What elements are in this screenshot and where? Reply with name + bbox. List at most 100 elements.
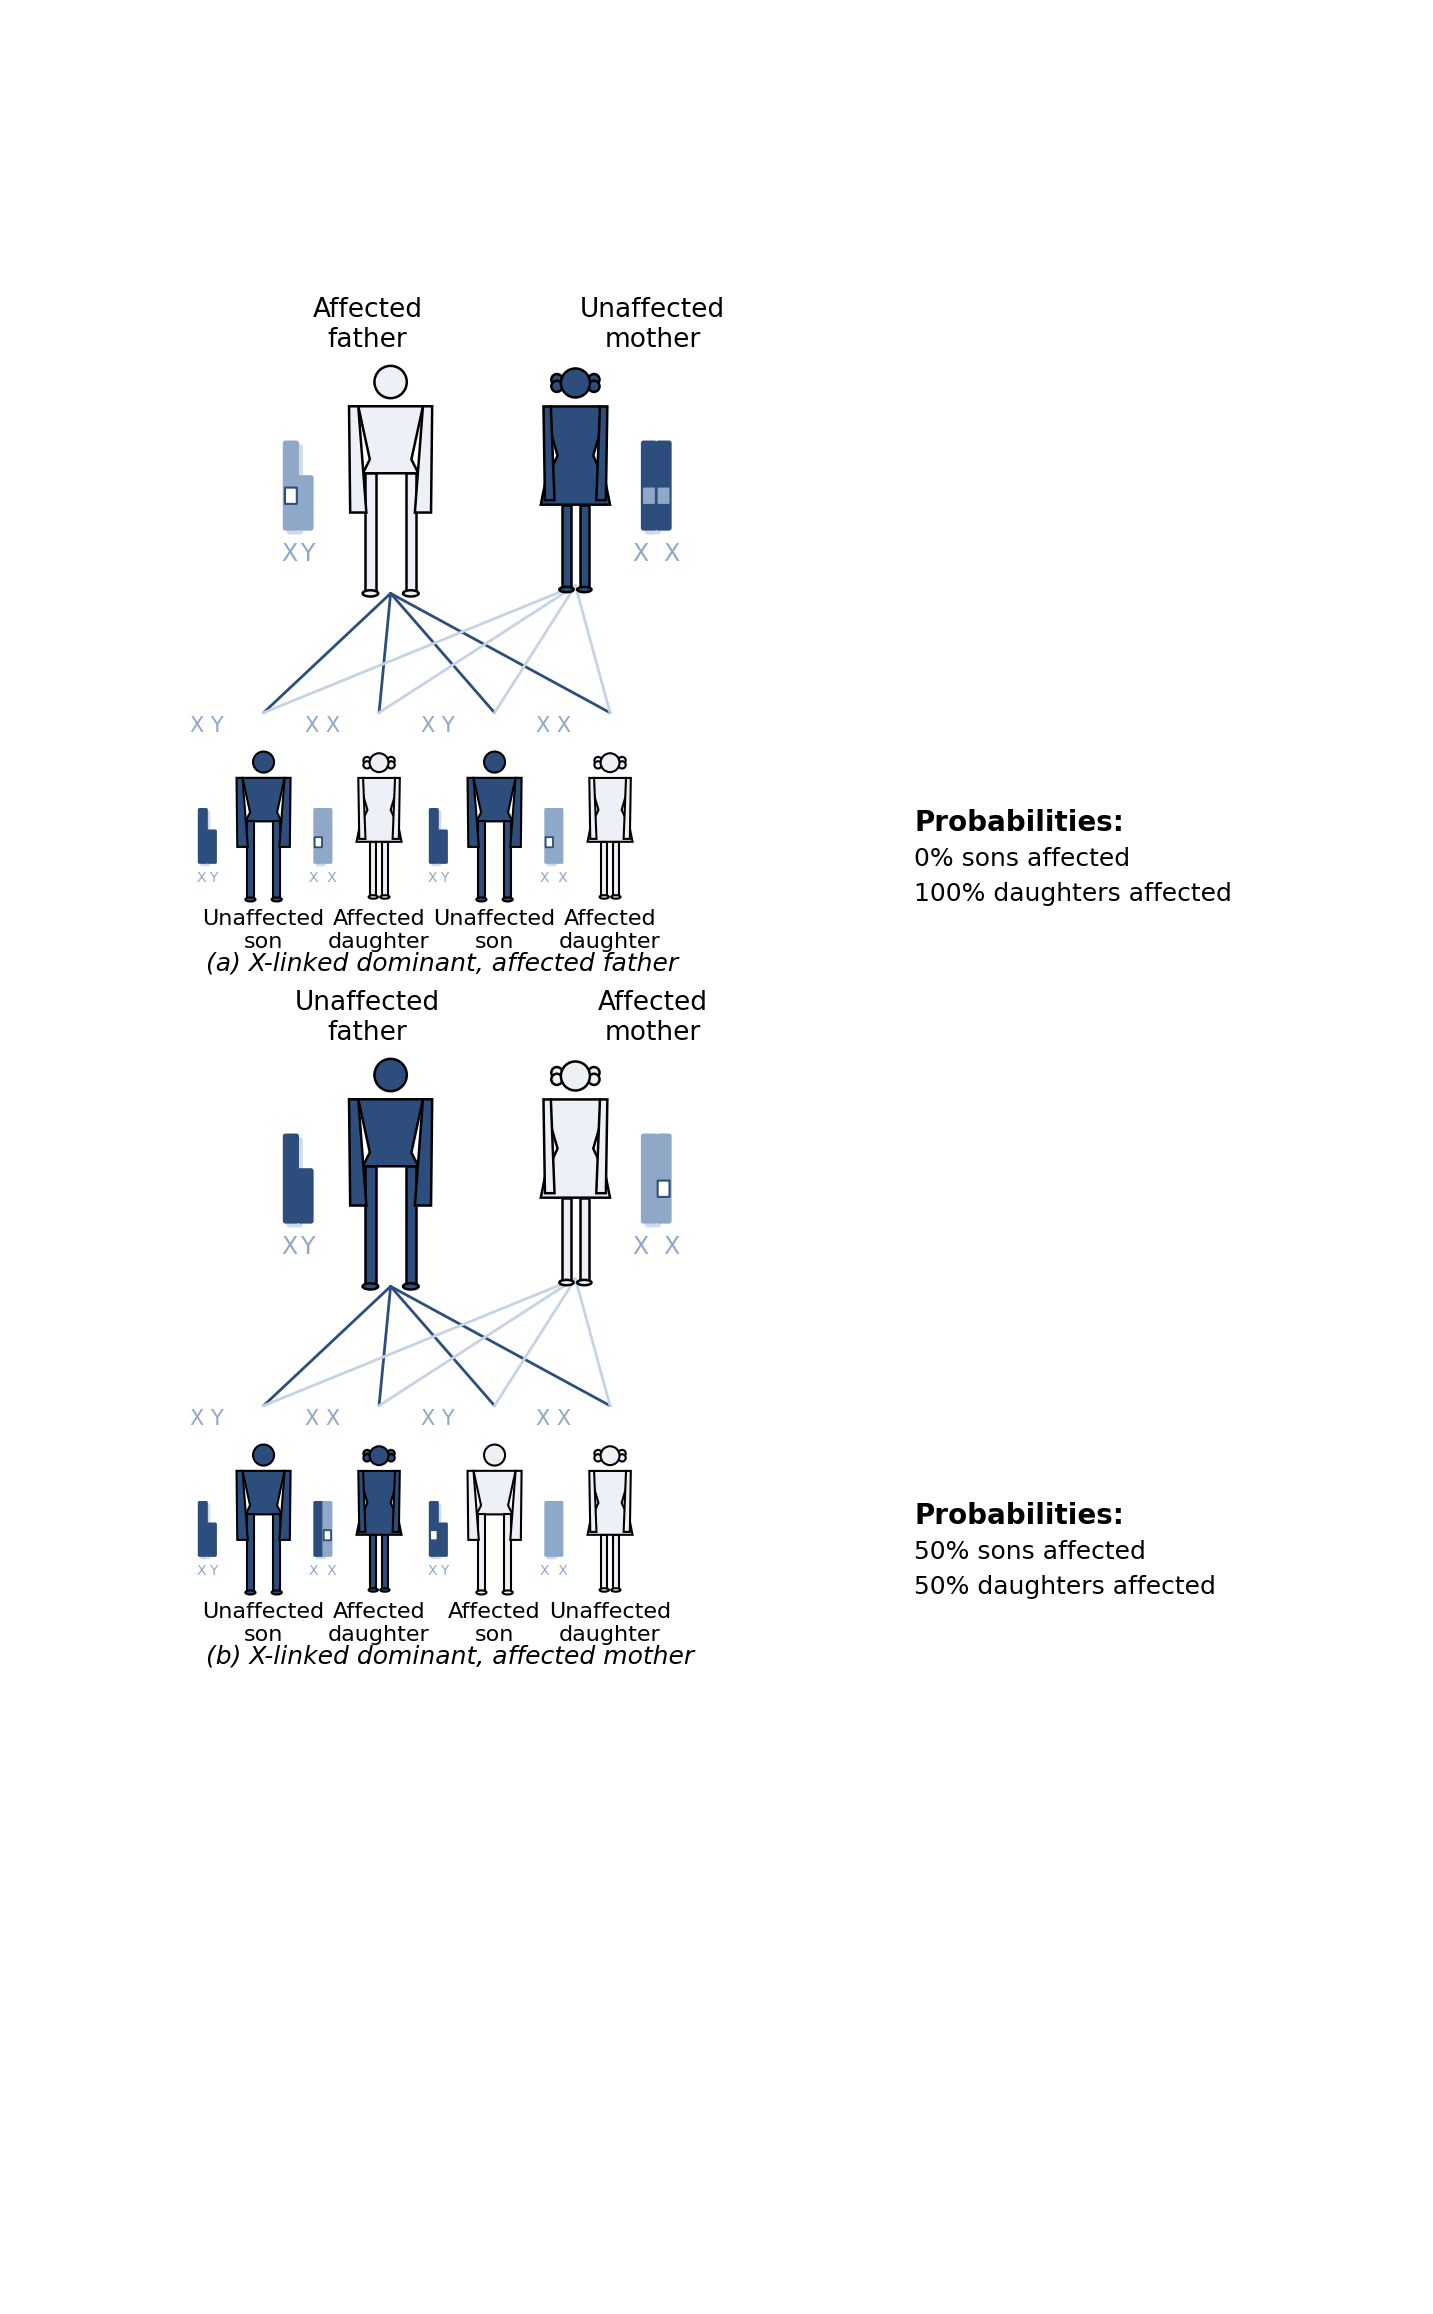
Circle shape [619, 1451, 626, 1458]
Ellipse shape [476, 1590, 486, 1594]
Polygon shape [473, 1472, 516, 1513]
Circle shape [619, 1453, 626, 1462]
Text: X Y: X Y [191, 715, 224, 736]
FancyBboxPatch shape [298, 1169, 314, 1224]
FancyBboxPatch shape [641, 440, 656, 530]
Circle shape [364, 1451, 371, 1458]
FancyBboxPatch shape [545, 1502, 555, 1557]
Text: X  X: X X [540, 870, 567, 884]
Circle shape [364, 757, 371, 764]
Text: Unaffected
son: Unaffected son [202, 1601, 325, 1645]
Ellipse shape [245, 898, 255, 902]
Circle shape [387, 1453, 394, 1462]
FancyBboxPatch shape [430, 1530, 437, 1541]
FancyBboxPatch shape [314, 1502, 324, 1557]
Ellipse shape [612, 896, 620, 898]
Polygon shape [623, 1472, 631, 1532]
Polygon shape [467, 1472, 479, 1539]
Circle shape [552, 1067, 563, 1078]
Polygon shape [543, 1099, 555, 1194]
Polygon shape [580, 504, 589, 590]
Circle shape [619, 757, 626, 764]
Text: X Y: X Y [191, 1409, 224, 1428]
FancyBboxPatch shape [431, 1504, 441, 1560]
Polygon shape [596, 407, 608, 500]
Text: Y: Y [209, 1564, 218, 1578]
Ellipse shape [503, 898, 513, 902]
Text: X  X: X X [540, 1564, 567, 1578]
Circle shape [600, 754, 619, 773]
Text: Unaffected
daughter: Unaffected daughter [549, 1601, 671, 1645]
Polygon shape [358, 1472, 365, 1532]
Polygon shape [393, 778, 400, 840]
Polygon shape [350, 1099, 367, 1206]
Polygon shape [358, 1099, 423, 1166]
Text: Affected
son: Affected son [449, 1601, 540, 1645]
Text: Probabilities:: Probabilities: [914, 810, 1123, 838]
Text: X Y: X Y [421, 715, 456, 736]
Circle shape [595, 757, 602, 764]
Circle shape [374, 1060, 407, 1092]
FancyBboxPatch shape [546, 838, 553, 847]
Circle shape [370, 754, 388, 773]
Polygon shape [365, 474, 375, 592]
Circle shape [552, 382, 563, 391]
Text: 50% sons affected: 50% sons affected [914, 1541, 1146, 1564]
Text: X: X [196, 870, 206, 884]
Polygon shape [479, 821, 484, 900]
Text: Y: Y [440, 1564, 449, 1578]
FancyBboxPatch shape [298, 474, 314, 530]
FancyBboxPatch shape [206, 1523, 216, 1557]
Circle shape [374, 366, 407, 398]
Text: Affected
mother: Affected mother [598, 990, 708, 1046]
Polygon shape [504, 821, 512, 900]
Polygon shape [406, 474, 416, 592]
Polygon shape [580, 1199, 589, 1282]
Circle shape [560, 368, 590, 398]
Polygon shape [383, 842, 388, 898]
Circle shape [254, 752, 274, 773]
FancyBboxPatch shape [314, 808, 324, 863]
FancyBboxPatch shape [655, 1134, 672, 1224]
Text: X Y: X Y [421, 1409, 456, 1428]
Circle shape [387, 761, 394, 768]
Text: (b) X-linked dominant, affected mother: (b) X-linked dominant, affected mother [206, 1645, 694, 1668]
Circle shape [589, 1067, 599, 1078]
Text: X  X: X X [632, 541, 679, 567]
Polygon shape [596, 1099, 608, 1194]
Ellipse shape [577, 588, 592, 592]
Polygon shape [358, 407, 423, 474]
Text: X  X: X X [632, 1236, 679, 1259]
Ellipse shape [559, 588, 573, 592]
Circle shape [484, 1444, 504, 1465]
Polygon shape [623, 778, 631, 840]
FancyBboxPatch shape [643, 488, 655, 504]
Polygon shape [279, 778, 291, 847]
Polygon shape [236, 1472, 248, 1539]
Circle shape [595, 761, 602, 768]
FancyBboxPatch shape [198, 1502, 208, 1557]
Polygon shape [246, 821, 254, 900]
Polygon shape [562, 504, 570, 590]
Polygon shape [613, 842, 619, 898]
Ellipse shape [403, 590, 418, 597]
Ellipse shape [245, 1590, 255, 1594]
Polygon shape [357, 778, 401, 842]
FancyBboxPatch shape [655, 440, 672, 530]
FancyBboxPatch shape [546, 1504, 556, 1560]
FancyBboxPatch shape [285, 488, 297, 504]
Polygon shape [406, 1166, 416, 1287]
Circle shape [560, 1062, 590, 1090]
Polygon shape [473, 778, 516, 821]
Text: 0% sons affected: 0% sons affected [914, 847, 1131, 872]
FancyBboxPatch shape [315, 838, 322, 847]
FancyBboxPatch shape [322, 808, 332, 863]
Polygon shape [242, 778, 285, 821]
Text: Y: Y [209, 870, 218, 884]
Ellipse shape [363, 1284, 378, 1289]
Text: Unaffected
son: Unaffected son [202, 909, 325, 953]
Text: Y: Y [440, 870, 449, 884]
Polygon shape [540, 1099, 610, 1199]
Ellipse shape [612, 1587, 620, 1592]
FancyBboxPatch shape [198, 808, 208, 863]
